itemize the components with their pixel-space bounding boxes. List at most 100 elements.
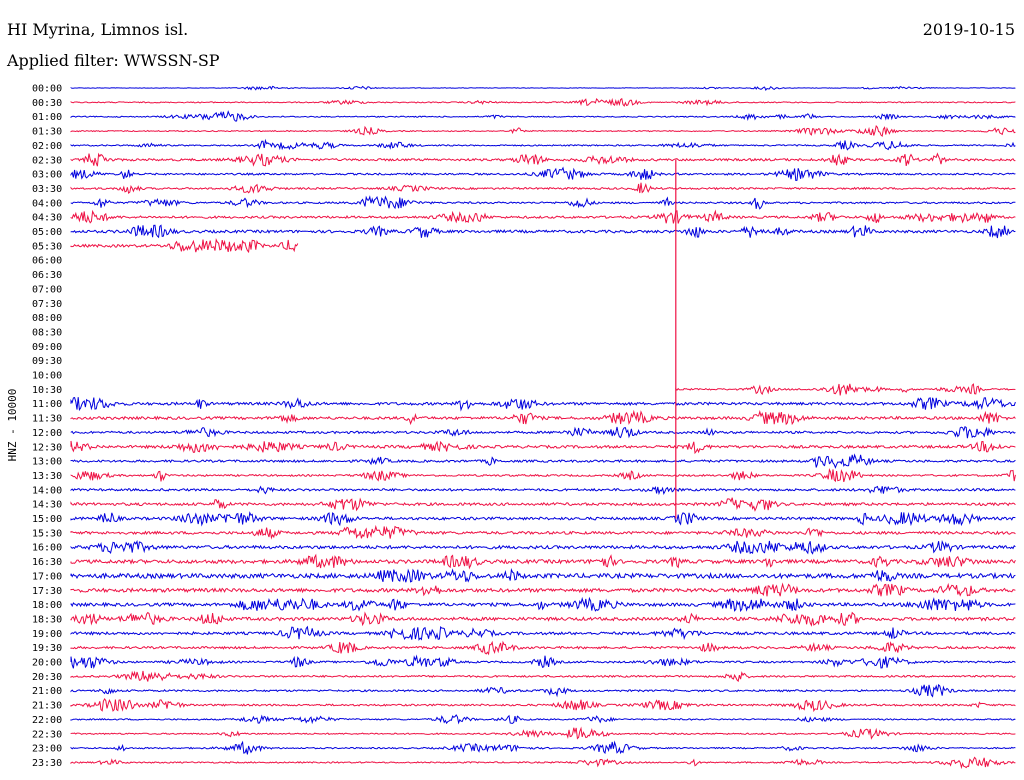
- trace-row-0100: 01:00: [32, 110, 1016, 123]
- waveform-trace: [70, 511, 1016, 527]
- waveform-trace: [70, 726, 1016, 740]
- waveform-trace: [70, 568, 1016, 583]
- time-tick-label: 00:00: [32, 84, 62, 95]
- trace-row-1230: 12:30: [32, 440, 1016, 455]
- waveform-trace: [70, 625, 1016, 641]
- waveform-trace: [70, 582, 1016, 597]
- trace-row-1630: 16:30: [32, 553, 1016, 570]
- time-tick-label: 16:00: [32, 543, 62, 554]
- waveform-trace: [70, 85, 1016, 91]
- time-tick-label: 12:30: [32, 442, 62, 453]
- trace-row-1400: 14:00: [32, 485, 1016, 496]
- time-tick-label: 04:00: [32, 198, 62, 209]
- time-tick-label: 23:30: [32, 758, 62, 769]
- trace-row-2300: 23:00: [32, 740, 1016, 755]
- waveform-trace: [70, 110, 1016, 122]
- waveform-trace: [70, 453, 1016, 469]
- time-tick-label: 21:00: [32, 686, 62, 697]
- trace-row-1200: 12:00: [32, 425, 1016, 439]
- station-title: HI Myrina, Limnos isl.: [7, 20, 189, 39]
- trace-row-0000: 00:00: [32, 84, 1016, 95]
- time-tick-label: 22:00: [32, 715, 62, 726]
- time-tick-label: 22:30: [32, 729, 62, 740]
- time-tick-label: 04:30: [32, 213, 62, 224]
- time-tick-label: 12:00: [32, 428, 62, 439]
- trace-row-0900: 09:00: [32, 342, 62, 353]
- time-tick-label: 02:30: [32, 155, 62, 166]
- time-tick-label: 11:00: [32, 399, 62, 410]
- trace-row-1800: 18:00: [32, 596, 1016, 613]
- filter-label: Applied filter: WWSSN-SP: [7, 51, 220, 70]
- time-tick-label: 21:30: [32, 701, 62, 712]
- trace-row-1500: 15:00: [32, 511, 1016, 527]
- time-tick-label: 17:30: [32, 586, 62, 597]
- trace-row-1830: 18:30: [32, 611, 1016, 627]
- y-axis-label: HNZ - 10000: [6, 389, 19, 462]
- time-tick-label: 10:30: [32, 385, 62, 396]
- trace-row-1100: 11:00: [32, 396, 1016, 412]
- time-tick-label: 06:30: [32, 270, 62, 281]
- trace-row-1930: 19:30: [32, 640, 1016, 656]
- record-date: 2019-10-15: [922, 20, 1015, 39]
- time-tick-label: 11:30: [32, 414, 62, 425]
- waveform-trace: [70, 670, 1016, 683]
- trace-row-1300: 13:00: [32, 453, 1016, 469]
- time-tick-label: 14:30: [32, 500, 62, 511]
- waveform-trace: [70, 440, 1016, 455]
- time-tick-label: 08:30: [32, 327, 62, 338]
- time-tick-label: 13:30: [32, 471, 62, 482]
- trace-row-0830: 08:30: [32, 327, 62, 338]
- trace-row-1000: 10:00: [32, 371, 62, 382]
- trace-row-1530: 15:30: [32, 524, 1016, 540]
- waveform-trace: [70, 138, 1016, 151]
- trace-row-1900: 19:00: [32, 625, 1016, 641]
- waveform-trace: [70, 166, 1016, 181]
- time-tick-label: 07:30: [32, 299, 62, 310]
- waveform-trace: [70, 683, 1016, 698]
- waveform-trace: [70, 740, 1016, 755]
- trace-row-1430: 14:30: [32, 497, 1016, 512]
- waveform-trace: [70, 714, 1016, 725]
- time-tick-label: 23:00: [32, 744, 62, 755]
- trace-row-0530: 05:30: [32, 238, 299, 254]
- trace-row-2000: 20:00: [32, 654, 1016, 669]
- waveform-trace: [70, 539, 1016, 555]
- trace-row-1330: 13:30: [32, 467, 1016, 483]
- trace-row-0600: 06:00: [32, 256, 62, 267]
- trace-row-0500: 05:00: [32, 224, 1016, 239]
- waveform-trace: [70, 611, 1016, 627]
- waveform-trace: [70, 697, 1016, 713]
- waveform-trace: [70, 553, 1016, 570]
- time-tick-label: 15:00: [32, 514, 62, 525]
- trace-row-0130: 01:30: [32, 124, 1016, 138]
- trace-row-0300: 03:00: [32, 166, 1016, 181]
- time-tick-label: 20:30: [32, 672, 62, 683]
- time-tick-label: 20:00: [32, 658, 62, 669]
- trace-row-0430: 04:30: [32, 209, 1016, 224]
- time-tick-label: 03:00: [32, 170, 62, 181]
- waveform-trace: [70, 238, 299, 254]
- time-tick-label: 01:00: [32, 112, 62, 123]
- time-tick-label: 15:30: [32, 528, 62, 539]
- time-tick-label: 18:00: [32, 600, 62, 611]
- time-tick-label: 09:00: [32, 342, 62, 353]
- waveform-trace: [70, 524, 1016, 540]
- waveform-trace: [70, 654, 1016, 669]
- waveform-trace: [70, 224, 1016, 239]
- waveform-trace: [70, 396, 1016, 412]
- time-tick-label: 00:30: [32, 98, 62, 109]
- trace-row-0200: 02:00: [32, 138, 1016, 152]
- trace-row-2100: 21:00: [32, 683, 1016, 698]
- waveform-trace: [70, 209, 1016, 224]
- trace-row-2030: 20:30: [32, 670, 1016, 683]
- time-tick-label: 02:00: [32, 141, 62, 152]
- trace-row-2130: 21:30: [32, 697, 1016, 713]
- time-tick-label: 10:00: [32, 371, 62, 382]
- waveform-trace: [70, 497, 1016, 512]
- waveform-trace: [70, 485, 1016, 496]
- time-tick-label: 01:30: [32, 127, 62, 138]
- trace-row-0800: 08:00: [32, 313, 62, 324]
- trace-row-2330: 23:30: [32, 756, 1016, 770]
- trace-row-2200: 22:00: [32, 714, 1016, 726]
